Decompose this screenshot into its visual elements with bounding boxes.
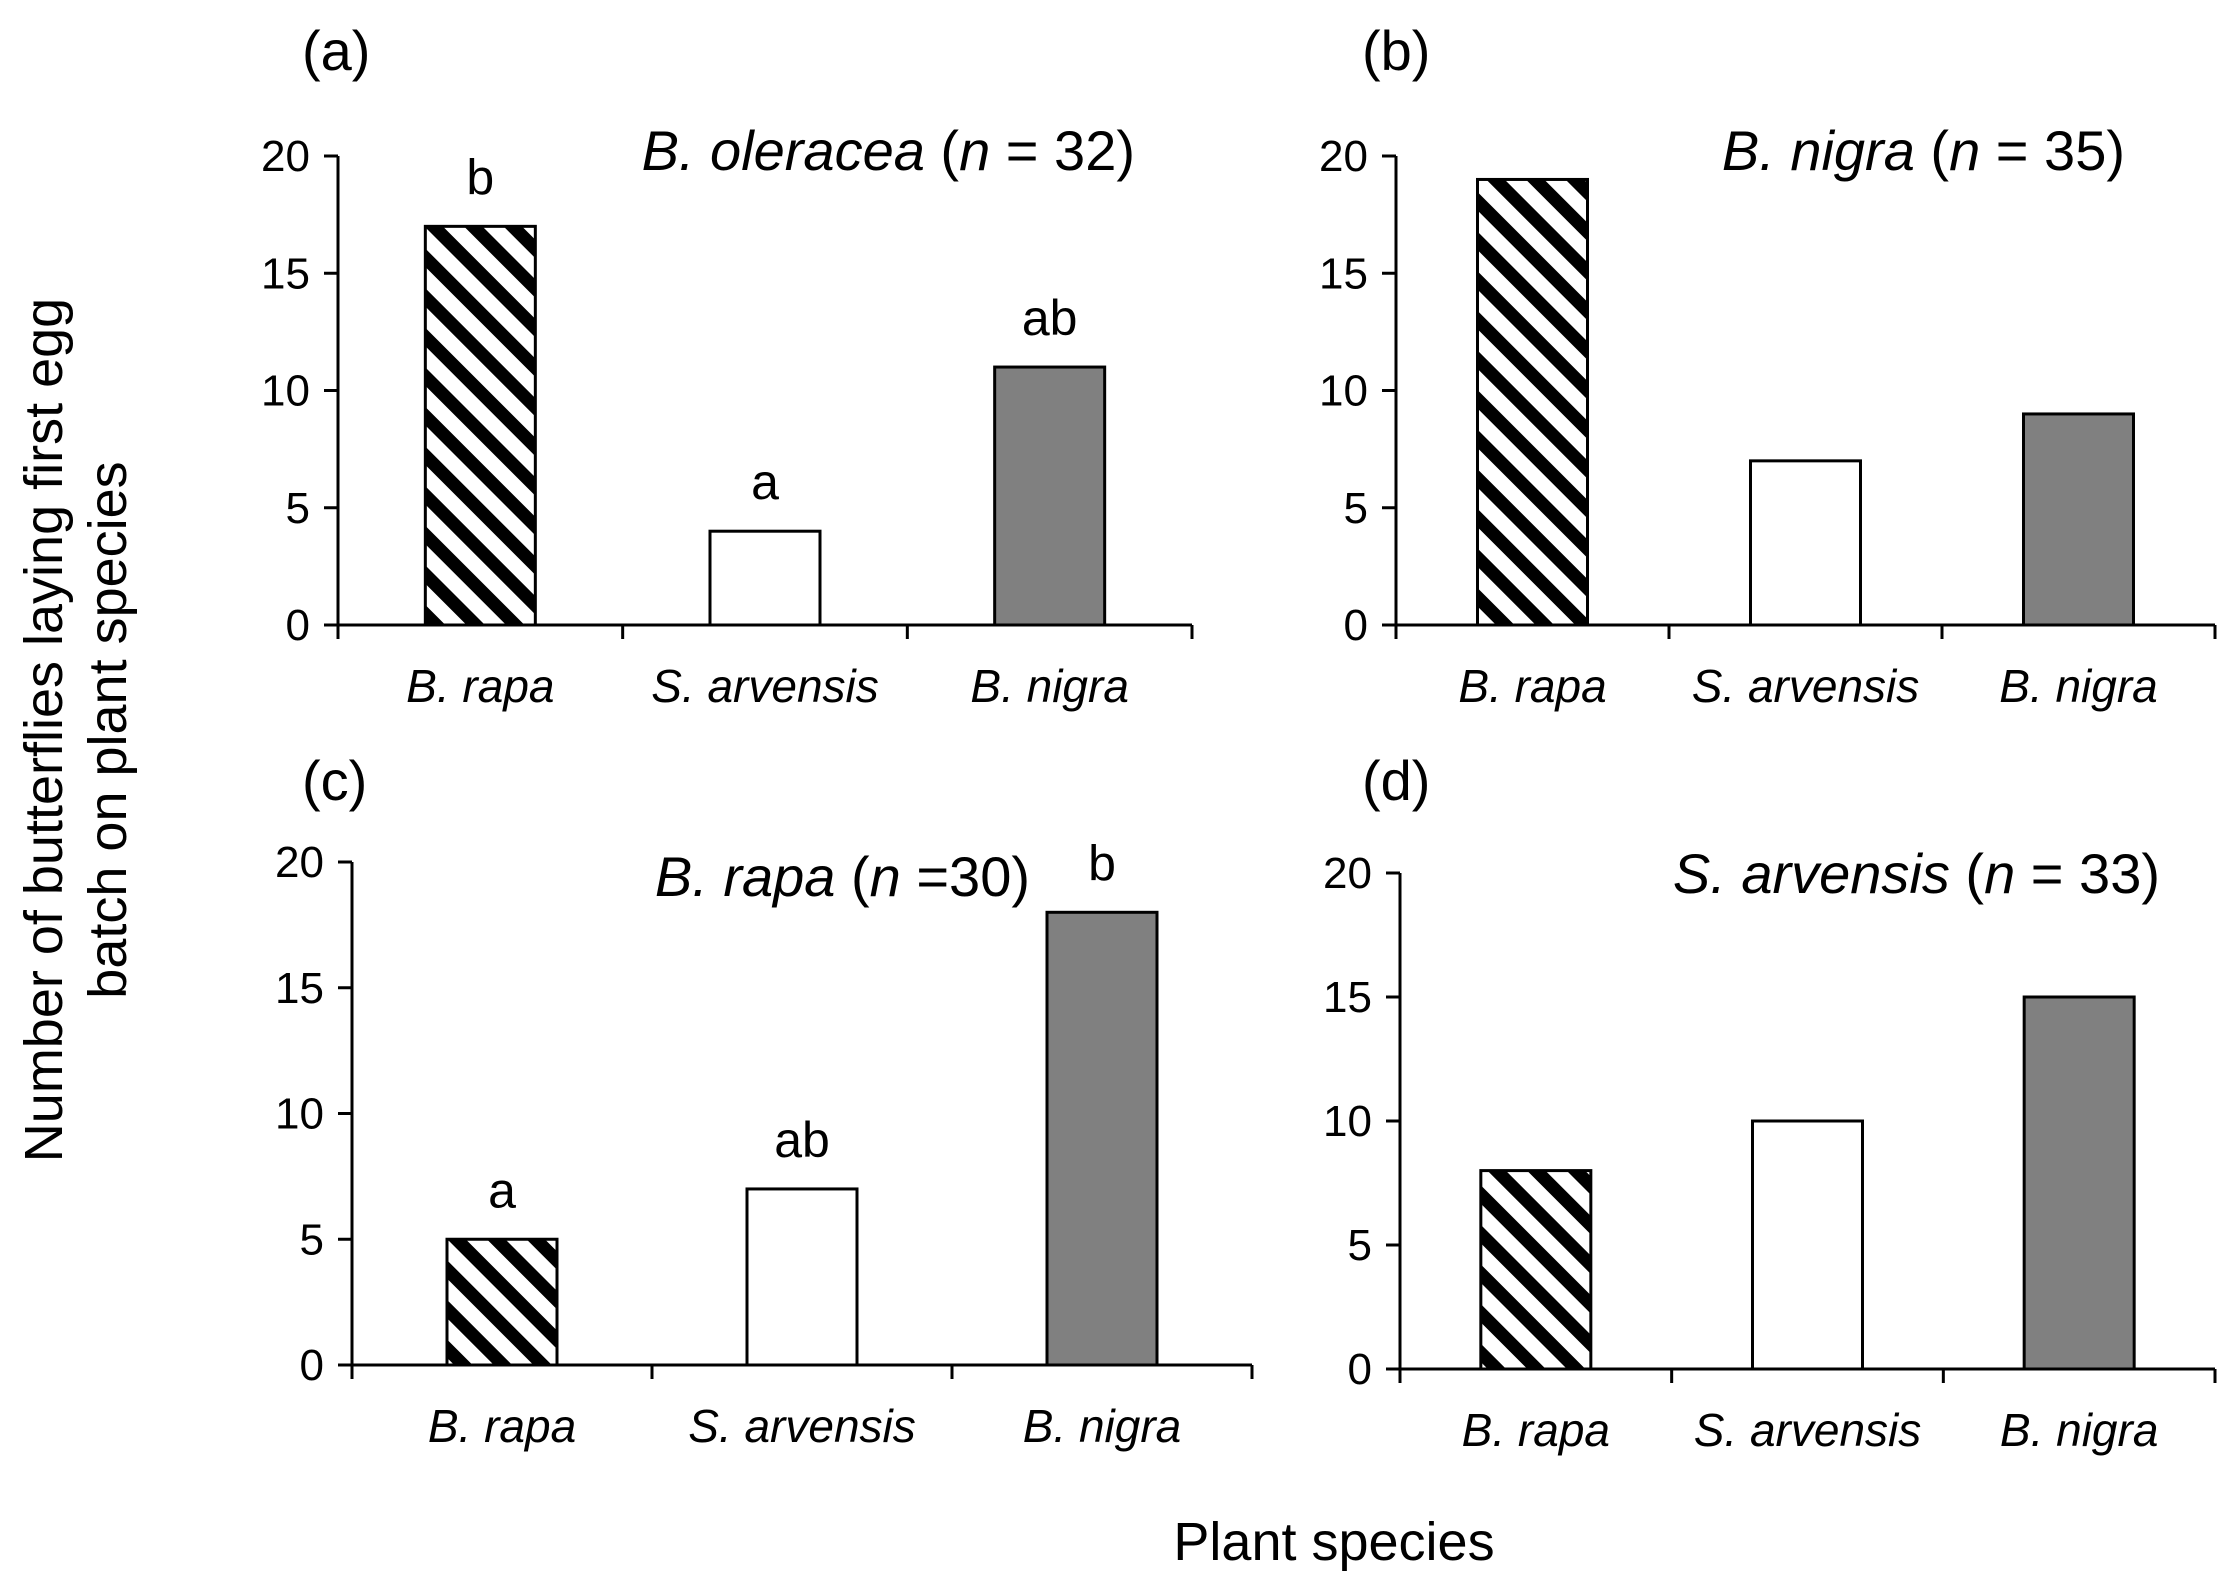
panel-title-n-symbol-b: n (1949, 119, 1980, 182)
significance-letter-c-b-rapa: a (488, 1162, 516, 1218)
panel-title-n-rest-b: = 35) (1980, 119, 2125, 182)
bar-a-b-nigra (993, 365, 1107, 627)
panel-d: (d) S. arvensis (n = 33) 0 5 10 15 20 B. rapa S.… (1323, 749, 2217, 1456)
bar-c-s-arvensis (745, 1187, 859, 1367)
panel-title-b: B. nigra (n = 35) (1722, 119, 2125, 182)
y-tick-label-b-5: 5 (1344, 484, 1368, 533)
y-tick-label-d-5: 5 (1348, 1221, 1372, 1270)
panel-title-n-open-b: ( (1930, 119, 1949, 182)
y-tick-label-a-0: 0 (286, 601, 310, 650)
panel-title-a: B. oleracea (n = 32) (642, 119, 1135, 182)
panel-title-n-open-d: ( (1965, 842, 1984, 905)
significance-letter-a-s-arvensis: a (751, 454, 779, 510)
bar-a-s-arvensis (708, 529, 822, 627)
bar-d-s-arvensis (1751, 1119, 1864, 1371)
panel-title-species-b: B. nigra (1722, 119, 1915, 182)
panel-title-space-d (1950, 842, 1966, 905)
y-tick-label-a-20: 20 (261, 132, 310, 181)
x-category-label-b-b-nigra: B. nigra (1999, 660, 2158, 712)
panel-title-space-c (835, 845, 851, 908)
y-tick-label-c-20: 20 (275, 838, 324, 887)
y-tick-label-c-15: 15 (275, 964, 324, 1013)
y-tick-label-d-10: 10 (1323, 1097, 1372, 1146)
bar-d-b-nigra (2022, 995, 2136, 1371)
panel-title-n-d: (n = 33) (1965, 842, 2160, 905)
x-category-label-d-b-nigra: B. nigra (2000, 1404, 2159, 1456)
y-tick-label-b-20: 20 (1319, 132, 1368, 181)
panel-a: (a) B. oleracea (n = 32) 0 5 10 15 20 B. rapa b S… (261, 19, 1194, 712)
panel-label-d: (d) (1362, 749, 1430, 812)
y-tick-label-a-5: 5 (286, 484, 310, 533)
panel-title-space-a (925, 119, 941, 182)
bar-d-b-rapa (1479, 1169, 1593, 1371)
x-category-label-b-b-rapa: B. rapa (1458, 660, 1606, 712)
y-tick-label-c-10: 10 (275, 1090, 324, 1139)
panel-c: (c) B. rapa (n =30) 0 5 10 15 20 B. rapa a S. arv… (275, 749, 1254, 1452)
y-tick-label-b-10: 10 (1319, 367, 1368, 416)
panel-title-space-b (1915, 119, 1931, 182)
y-tick-label-b-0: 0 (1344, 601, 1368, 650)
panel-b: (b) B. nigra (n = 35) 0 5 10 15 20 B. rapa S. ar… (1319, 19, 2217, 712)
x-category-label-a-s-arvensis: S. arvensis (651, 660, 879, 712)
bar-b-b-nigra (2022, 412, 2135, 627)
bar-a-b-rapa (423, 224, 537, 627)
x-category-label-a-b-nigra: B. nigra (970, 660, 1129, 712)
panel-title-species-c: B. rapa (655, 845, 836, 908)
bar-b-b-rapa (1476, 177, 1589, 627)
y-axis-title-line2: batch on plant species (78, 461, 138, 998)
panel-title-n-open-c: ( (851, 845, 870, 908)
panel-title-species-d: S. arvensis (1673, 842, 1950, 905)
significance-letter-c-b-nigra: b (1088, 835, 1116, 891)
significance-letter-a-b-nigra: ab (1022, 290, 1078, 346)
x-category-label-b-s-arvensis: S. arvensis (1692, 660, 1920, 712)
panel-title-d: S. arvensis (n = 33) (1673, 842, 2160, 905)
significance-letter-c-s-arvensis: ab (774, 1112, 830, 1168)
panel-title-n-open-a: ( (940, 119, 959, 182)
x-category-label-d-s-arvensis: S. arvensis (1694, 1404, 1922, 1456)
y-tick-label-c-5: 5 (300, 1215, 324, 1264)
panel-title-n-c: (n =30) (851, 845, 1030, 908)
panel-title-species-a: B. oleracea (642, 119, 925, 182)
panel-title-n-symbol-d: n (1984, 842, 2015, 905)
panel-title-n-rest-d: = 33) (2015, 842, 2160, 905)
y-axis-title-line1: Number of butterflies laying first egg (14, 298, 74, 1162)
panel-title-n-a: (n = 32) (940, 119, 1135, 182)
panel-title-n-symbol-c: n (870, 845, 901, 908)
panel-label-a: (a) (302, 19, 370, 82)
panel-title-c: B. rapa (n =30) (655, 845, 1030, 908)
y-tick-label-d-15: 15 (1323, 973, 1372, 1022)
bar-c-b-nigra (1045, 910, 1159, 1367)
y-tick-label-d-20: 20 (1323, 849, 1372, 898)
x-category-label-d-b-rapa: B. rapa (1462, 1404, 1610, 1456)
significance-letter-a-b-rapa: b (466, 149, 494, 205)
y-tick-label-c-0: 0 (300, 1341, 324, 1390)
x-category-label-c-b-rapa: B. rapa (428, 1400, 576, 1452)
x-axis-title: Plant species (1173, 1512, 1494, 1572)
panel-title-n-rest-c: =30) (901, 845, 1030, 908)
bar-c-b-rapa (445, 1237, 559, 1367)
x-category-label-c-s-arvensis: S. arvensis (688, 1400, 916, 1452)
panel-title-n-rest-a: = 32) (990, 119, 1135, 182)
y-tick-label-a-10: 10 (261, 367, 310, 416)
y-tick-label-d-0: 0 (1348, 1345, 1372, 1394)
y-tick-label-a-15: 15 (261, 249, 310, 298)
panel-label-c: (c) (302, 749, 367, 812)
x-category-label-c-b-nigra: B. nigra (1023, 1400, 1182, 1452)
panel-label-b: (b) (1362, 19, 1430, 82)
panel-title-n-b: (n = 35) (1930, 119, 2125, 182)
panel-title-n-symbol-a: n (959, 119, 990, 182)
bar-b-s-arvensis (1749, 459, 1862, 627)
y-tick-label-b-15: 15 (1319, 249, 1368, 298)
x-category-label-a-b-rapa: B. rapa (406, 660, 554, 712)
